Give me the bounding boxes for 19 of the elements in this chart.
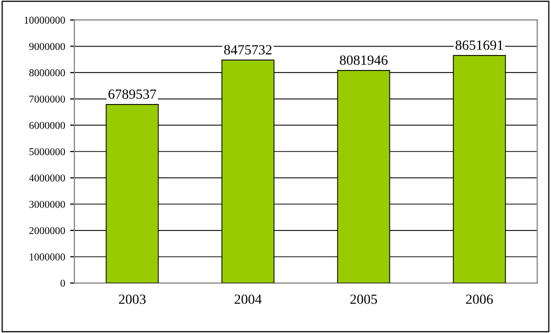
y-tick-label: 7000000 — [30, 96, 65, 103]
y-tick-label: 2000000 — [29, 227, 65, 234]
data-label: 8081946 — [340, 55, 388, 65]
y-tick-label: 9000000 — [29, 42, 65, 50]
y-tick-label: 10000000 — [24, 16, 65, 24]
x-tick-label: 2004 — [234, 294, 262, 304]
y-tick-label: 1000000 — [30, 253, 65, 260]
x-tick-label: 2005 — [350, 294, 378, 304]
y-tick-label: 4000000 — [29, 174, 65, 182]
y-tick-label: 5000000 — [30, 148, 65, 156]
y-tick-label: 8000000 — [29, 69, 65, 76]
y-tick-label: 3000000 — [29, 200, 65, 208]
data-label: 6789537 — [108, 89, 156, 99]
y-tick-label: 0 — [60, 280, 65, 287]
y-tick-label: 6000000 — [29, 122, 65, 129]
x-tick-label: 2006 — [466, 294, 493, 304]
data-label: 8651691 — [456, 40, 503, 50]
data-label: 8475732 — [224, 45, 272, 54]
x-tick-label: 2003 — [118, 294, 146, 304]
